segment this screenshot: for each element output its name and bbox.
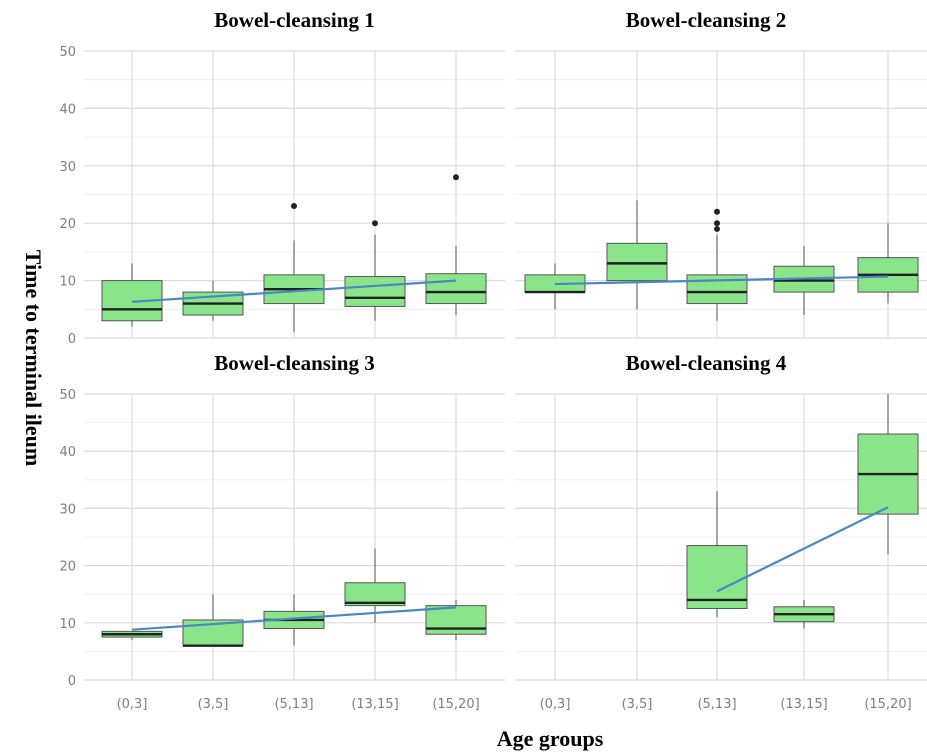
facet-title: Bowel-cleansing 2 [626,8,786,32]
boxplot [182,280,244,321]
y-axis-title: Time to terminal ileum [21,250,46,467]
trend-line [131,279,457,303]
box-iqr [686,545,748,610]
x-tick-label: (0,3] [117,697,148,712]
trend-line [131,606,457,631]
y-tick-label: 50 [59,45,76,60]
outlier-point [291,202,297,209]
y-tick-label: 10 [59,617,76,632]
boxplot [773,246,835,316]
boxplot [686,208,748,321]
trend-line [716,506,889,593]
outlier-point [714,220,720,227]
boxplot [344,548,406,623]
boxplot [101,630,163,640]
y-tick-label: 30 [59,160,76,175]
box-iqr [344,582,406,607]
facet-title: Bowel-cleansing 1 [214,8,374,32]
facet-title: Bowel-cleansing 3 [214,351,374,375]
x-tick-label: (0,3] [540,697,571,712]
x-axis-title: Age groups [497,726,604,751]
y-tick-label: 50 [59,388,76,403]
facet-panel: 0 10 20 30 40 50 Bowel-cleansing 1 [59,8,505,347]
facet-panels: 0 10 20 30 40 50 Bowel-cleansing 1 Bowel-cleans… [59,8,927,712]
x-tick-label: (15,20] [864,697,911,712]
x-tick-label: (13,15] [351,697,398,712]
boxplot [857,223,919,304]
x-tick-label: (15,20] [432,697,479,712]
facet-panel: Bowel-cleansing 4 (0,3] (3,5] (5,13] (13,15]… [515,351,927,712]
boxplot [606,200,668,310]
boxplot [344,220,406,321]
boxplot [425,174,487,316]
trend-line [554,275,889,286]
boxplot [182,594,244,647]
y-tick-label: 30 [59,502,76,517]
box-iqr [606,242,668,282]
outlier-point [714,225,720,232]
outlier-point [453,174,459,181]
y-tick-label: 40 [59,102,76,117]
boxplot [686,491,748,618]
box-iqr [344,276,406,307]
boxplot [773,599,835,629]
boxplot [524,263,586,310]
x-tick-label: (5,13] [697,697,736,712]
boxplot [101,263,163,327]
x-tick-label: (5,13] [274,697,313,712]
facet-panel: Bowel-cleansing 2 [515,8,927,339]
y-tick-label: 40 [59,445,76,460]
x-tick-label: (13,15] [780,697,827,712]
box-iqr [425,605,487,635]
y-tick-label: 20 [59,217,76,232]
facet-title: Bowel-cleansing 4 [626,351,787,375]
outlier-point [714,208,720,215]
y-tick-label: 20 [59,560,76,575]
y-tick-label: 0 [68,332,76,347]
y-tick-label: 0 [68,674,76,689]
x-tick-label: (3,5] [198,697,229,712]
boxplot [425,599,487,640]
box-iqr [425,273,487,305]
y-tick-label: 10 [59,275,76,290]
facet-panel: 0 10 20 30 40 50 Bowel-cleansing 3 (0,3] (3,5] (5… [59,351,505,712]
outlier-point [372,220,378,227]
boxplot [857,394,919,555]
x-tick-label: (3,5] [622,697,653,712]
